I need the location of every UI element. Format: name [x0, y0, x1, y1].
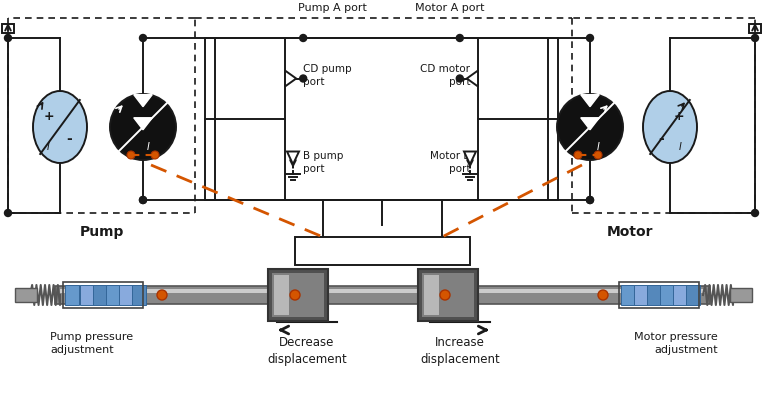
Circle shape [5, 209, 12, 216]
Polygon shape [581, 118, 599, 130]
Circle shape [139, 196, 146, 203]
Bar [619, 282, 699, 308]
Bar [730, 288, 752, 302]
Bar [422, 273, 474, 317]
Circle shape [587, 34, 594, 41]
Circle shape [574, 151, 582, 159]
Circle shape [587, 196, 594, 203]
Polygon shape [134, 95, 152, 107]
Polygon shape [464, 152, 476, 164]
Bar [60, 289, 705, 293]
Polygon shape [134, 118, 152, 130]
Text: I: I [597, 142, 599, 152]
Text: Pump: Pump [79, 225, 124, 239]
Text: +: + [44, 111, 55, 124]
Polygon shape [285, 70, 296, 87]
Circle shape [752, 34, 758, 41]
Bar [274, 275, 289, 315]
Circle shape [457, 34, 464, 41]
Bar [272, 273, 324, 317]
Text: CD pump
port: CD pump port [303, 64, 352, 87]
Circle shape [290, 290, 300, 300]
Bar [93, 285, 107, 305]
Polygon shape [287, 152, 299, 164]
Text: I: I [146, 142, 149, 152]
Text: Motor pressure
adjustment: Motor pressure adjustment [634, 332, 718, 355]
Circle shape [5, 34, 12, 41]
Polygon shape [581, 95, 599, 107]
Circle shape [594, 151, 602, 159]
Polygon shape [749, 24, 761, 33]
Bar [660, 285, 674, 305]
Polygon shape [467, 70, 478, 87]
Bar [647, 285, 661, 305]
Circle shape [752, 209, 758, 216]
Text: +: + [674, 111, 685, 124]
Circle shape [139, 196, 146, 203]
Circle shape [300, 75, 306, 82]
Bar [418, 269, 478, 321]
Text: Motor: Motor [607, 225, 653, 239]
Circle shape [457, 75, 464, 82]
Ellipse shape [643, 91, 697, 163]
Bar [673, 285, 687, 305]
Text: -: - [66, 132, 72, 146]
Circle shape [598, 290, 608, 300]
Circle shape [440, 290, 450, 300]
Bar [15, 288, 37, 302]
Circle shape [110, 94, 176, 160]
Text: -: - [658, 132, 664, 146]
Circle shape [127, 151, 135, 159]
Circle shape [139, 34, 146, 41]
Circle shape [157, 290, 167, 300]
Bar [119, 285, 133, 305]
Text: CD motor
port: CD motor port [420, 64, 470, 87]
Bar [106, 285, 120, 305]
Text: Pump pressure
adjustment: Pump pressure adjustment [50, 332, 133, 355]
Circle shape [557, 94, 623, 160]
Text: Decrease
displacement: Decrease displacement [267, 336, 346, 366]
Bar [634, 285, 648, 305]
Bar [268, 269, 328, 321]
Text: B pump
port: B pump port [303, 151, 343, 174]
Bar [55, 286, 710, 304]
Bar [132, 285, 146, 305]
Bar [424, 275, 439, 315]
Text: Motor A port: Motor A port [415, 3, 484, 13]
Circle shape [151, 151, 159, 159]
Bar [621, 285, 635, 305]
Circle shape [587, 196, 594, 203]
Text: Motor B
port: Motor B port [430, 151, 470, 174]
Bar [295, 237, 470, 265]
Text: I: I [678, 142, 681, 152]
Bar [65, 285, 79, 305]
Text: I: I [46, 142, 49, 152]
Bar [686, 285, 700, 305]
Ellipse shape [33, 91, 87, 163]
Bar [80, 285, 94, 305]
Circle shape [300, 34, 306, 41]
Polygon shape [2, 24, 14, 33]
Text: Increase
displacement: Increase displacement [420, 336, 500, 366]
Bar [63, 282, 143, 308]
Text: Pump A port: Pump A port [298, 3, 367, 13]
